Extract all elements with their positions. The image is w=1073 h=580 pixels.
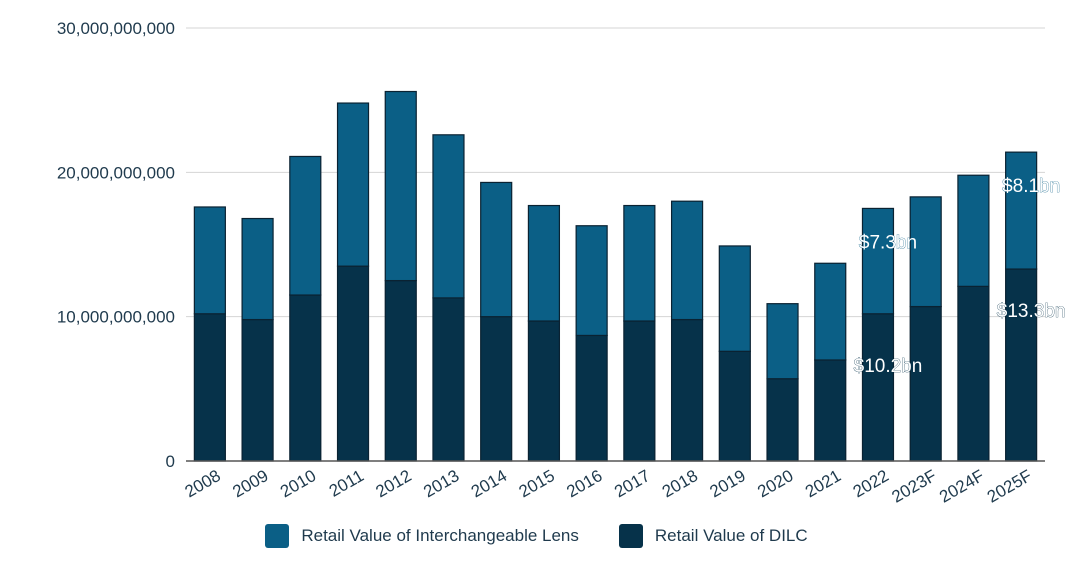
x-tick-label: 2019 [707,466,749,501]
bar-2012-lens [384,90,417,282]
bar-2021-dilc [814,359,847,462]
bars [193,90,1038,462]
bar-2020-dilc [766,378,799,462]
stacked-bar-chart: 0 10,000,000,000 20,000,000,000 30,000,000,… [57,19,1066,507]
bar-2008-dilc [193,313,226,462]
bar-2011-dilc [336,265,370,462]
x-tick-label: 2008 [182,466,224,501]
y-tick-label: 30,000,000,000 [57,19,175,38]
bar-2014-lens [480,181,513,318]
bar-2020-lens [766,303,799,380]
bar-2013-dilc [432,297,465,462]
x-tick-label: 2009 [229,466,271,501]
bar-2019-dilc [718,350,751,462]
legend-item-dilc[interactable]: Retail Value of DILC [618,524,808,548]
y-tick-label: 0 [166,452,175,471]
x-tick-label: 2014 [468,466,510,501]
x-tick-label: 2023F [888,466,939,507]
bar-2010-dilc [289,294,322,462]
bar-2015-dilc [527,320,561,462]
bar-2010-lens [289,155,322,296]
bar-2018-lens [670,200,704,321]
bar-2015-lens [527,204,561,322]
bar-2011-lens [336,102,370,267]
bar-2023F-lens [909,196,942,308]
bar-2019-lens [718,245,751,352]
bar-2013-lens [432,134,465,299]
y-tick-label: 10,000,000,000 [57,308,175,327]
x-tick-label: 2012 [372,466,414,501]
bar-2025F-dilc [1005,268,1038,462]
x-tick-label: 2017 [611,466,653,501]
y-axis-ticks: 0 10,000,000,000 20,000,000,000 30,000,000,… [57,19,175,471]
x-tick-label: 2024F [936,466,987,507]
legend-swatch-lens [265,524,290,548]
x-tick-label: 2013 [420,466,462,501]
bar-2009-lens [241,217,274,321]
x-tick-label: 2022 [850,466,892,501]
x-tick-label: 2020 [754,466,796,501]
y-tick-label: 20,000,000,000 [57,163,175,182]
annotation-label: $8.1bn [1002,176,1060,197]
x-tick-label: 2015 [516,466,558,501]
x-tick-label: 2018 [659,466,701,501]
x-tick-label: 2016 [563,466,605,501]
bar-2012-dilc [384,279,417,462]
annotations: $10.2bn $7.3bn $13.3bn $8.1bn [853,176,1066,377]
legend: Retail Value of Interchangeable Lens Ret… [0,524,1073,548]
x-tick-label: 2011 [326,466,367,501]
bar-2016-lens [575,225,608,337]
legend-item-lens[interactable]: Retail Value of Interchangeable Lens [265,524,579,548]
legend-label-lens: Retail Value of Interchangeable Lens [301,526,579,545]
x-axis: 2008 2009 2010 2011 2012 2013 2014 2015 2016 2017… [182,460,1045,507]
bar-2022-dilc [861,313,895,462]
x-tick-label: 2025F [984,466,1035,507]
x-tick-label: 2010 [277,466,319,501]
bar-2016-dilc [575,334,608,462]
legend-swatch-dilc [618,524,643,548]
bar-2009-dilc [241,318,274,462]
bar-2014-dilc [480,316,513,462]
bar-2024F-lens [957,174,990,287]
annotation-label: $13.3bn [997,301,1066,322]
bar-2017-dilc [623,320,656,462]
bar-2025F-lens [1005,151,1038,270]
bar-2021-lens [814,262,847,361]
bar-2024F-dilc [957,285,990,462]
bar-2023F-dilc [909,305,942,462]
annotation-label: $7.3bn [859,232,917,253]
bar-2008-lens [193,206,226,315]
annotation-label: $10.2bn [854,356,923,377]
bar-2022-lens [861,207,895,315]
bar-2018-dilc [670,318,704,462]
grid-lines [186,27,1045,318]
x-tick-label: 2021 [802,466,844,501]
legend-label-dilc: Retail Value of DILC [654,526,808,545]
bar-2017-lens [623,204,656,322]
